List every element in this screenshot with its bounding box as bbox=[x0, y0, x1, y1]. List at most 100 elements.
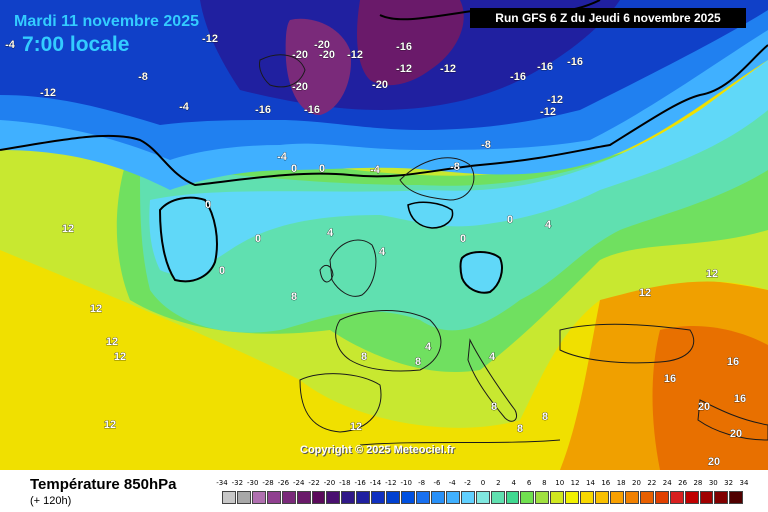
legend-label: -16 bbox=[354, 479, 366, 487]
legend-label: -18 bbox=[339, 479, 351, 487]
legend-label: 18 bbox=[616, 479, 626, 487]
legend-label: 14 bbox=[586, 479, 595, 487]
isotherm-label: 12 bbox=[62, 223, 74, 235]
zone-light-cyan bbox=[149, 60, 768, 274]
legend-label: 16 bbox=[601, 479, 611, 487]
legend-swatch bbox=[356, 491, 371, 504]
isotherm-label: 0 bbox=[255, 233, 261, 245]
legend-label: -26 bbox=[277, 479, 290, 487]
forecast-date: Mardi 11 novembre 2025 bbox=[14, 13, 199, 30]
legend-label: 32 bbox=[724, 479, 734, 487]
isotherm-label: 20 bbox=[730, 428, 742, 440]
coast-iberia bbox=[299, 373, 382, 433]
legend-swatch bbox=[430, 491, 445, 504]
isotherm-label: -4 bbox=[370, 164, 381, 176]
legend-label: -30 bbox=[246, 479, 259, 487]
legend-label: 24 bbox=[662, 479, 672, 487]
legend-swatch bbox=[535, 491, 550, 504]
legend-swatch bbox=[296, 491, 311, 504]
legend-label: -24 bbox=[293, 479, 305, 487]
isotherm-label: -16 bbox=[396, 41, 412, 53]
legend-label: 30 bbox=[708, 479, 718, 487]
isotherm-label: 8 bbox=[291, 291, 297, 303]
temperature-map: -20 -20 -20 -20 -20 -16 -16 -16 -16 -16 -16 -12 -12-… bbox=[0, 0, 768, 470]
legend-swatch bbox=[654, 491, 669, 504]
isotherm-label: -16 bbox=[255, 104, 271, 116]
isotherm-label: 16 bbox=[734, 393, 746, 405]
isotherm-label: -12 bbox=[547, 94, 563, 106]
legend-label: 28 bbox=[693, 479, 703, 487]
warm-zone-deep-orange bbox=[652, 325, 768, 470]
legend-swatch bbox=[475, 491, 490, 504]
isotherm-label: -4 bbox=[179, 101, 190, 113]
legend-swatch bbox=[520, 491, 535, 504]
legend-label: -4 bbox=[448, 479, 456, 487]
isotherm-label: 12 bbox=[350, 421, 362, 433]
isotherm-label: 0 bbox=[205, 199, 211, 211]
cold-pool-north-sea bbox=[407, 201, 454, 229]
legend-label: -2 bbox=[464, 479, 472, 487]
legend-swatch bbox=[341, 491, 356, 504]
isotherm-label: 12 bbox=[104, 419, 116, 431]
isotherm-label: 16 bbox=[727, 356, 739, 368]
legend-label: 22 bbox=[647, 479, 657, 487]
legend-swatch bbox=[609, 491, 624, 504]
legend-swatch bbox=[624, 491, 639, 504]
isotherm-label-group: -20-20-20-20 -20-16-16-16-16 -16-16-12-12-… bbox=[5, 33, 747, 469]
legend-label: 6 bbox=[526, 479, 532, 487]
isotherm-label: -12 bbox=[347, 49, 363, 61]
legend-label: -32 bbox=[231, 479, 244, 487]
isotherm-label: -16 bbox=[510, 71, 526, 83]
isotherm-label: 4 bbox=[379, 246, 386, 258]
legend-label: -12 bbox=[385, 479, 397, 487]
isotherm-label: -16 bbox=[537, 61, 553, 73]
isotherm-label: 8 bbox=[542, 411, 548, 423]
isotherm-label: 8 bbox=[361, 351, 367, 363]
isotherm-label: 0 bbox=[507, 214, 513, 226]
legend-swatch bbox=[550, 491, 565, 504]
isotherm-label: -20 bbox=[314, 39, 330, 51]
isotherm-label: -4 bbox=[5, 39, 16, 51]
model-run-info: Run GFS 6 Z du Jeudi 6 novembre 2025 bbox=[470, 8, 746, 28]
copyright-notice: Copyright © 2025 Meteociel.fr bbox=[300, 444, 455, 456]
legend-swatch bbox=[595, 491, 609, 504]
legend-swatch bbox=[415, 491, 430, 504]
cold-pool-central bbox=[459, 251, 503, 294]
legend-swatch bbox=[281, 491, 296, 504]
legend-swatch bbox=[505, 491, 520, 504]
isotherm-label: 16 bbox=[664, 373, 676, 385]
legend-swatch bbox=[326, 491, 341, 504]
isotherm-label: -12 bbox=[202, 33, 218, 45]
coast-ireland bbox=[319, 264, 334, 283]
legend-label: 4 bbox=[511, 479, 516, 487]
legend-swatch bbox=[401, 491, 415, 504]
isotherm-label: 4 bbox=[545, 219, 552, 231]
legend-swatch bbox=[684, 491, 699, 504]
legend-swatch bbox=[490, 491, 505, 504]
legend-label: -6 bbox=[433, 479, 441, 487]
isotherm-label: 8 bbox=[491, 401, 497, 413]
isotherm-label: -12 bbox=[396, 63, 412, 75]
legend-swatch bbox=[729, 491, 744, 504]
coast-black-sea bbox=[559, 323, 695, 364]
isotherm-label: 8 bbox=[415, 356, 421, 368]
coast-north-africa bbox=[359, 439, 561, 446]
legend-swatch bbox=[714, 491, 729, 504]
isotherm-label: 4 bbox=[327, 227, 334, 239]
forecast-range: (+ 120h) bbox=[30, 495, 72, 507]
isotherm-label: -16 bbox=[304, 104, 320, 116]
legend-swatch bbox=[236, 491, 251, 504]
legend-label: 12 bbox=[570, 479, 580, 487]
isotherm-label: 12 bbox=[114, 351, 126, 363]
legend-swatch bbox=[699, 491, 714, 504]
isotherm-label: 0 bbox=[291, 163, 297, 175]
isotherm-label: 20 bbox=[708, 456, 720, 468]
isotherm-label: 8 bbox=[517, 423, 523, 435]
isotherm-zero bbox=[0, 44, 768, 187]
coast-scandinavia bbox=[399, 157, 475, 201]
legend-swatch bbox=[639, 491, 654, 504]
isotherm-label: -4 bbox=[277, 151, 288, 163]
parameter-title: Température 850hPa bbox=[30, 476, 177, 493]
coast-iceland bbox=[259, 54, 306, 88]
coast-middle-east bbox=[697, 399, 768, 441]
